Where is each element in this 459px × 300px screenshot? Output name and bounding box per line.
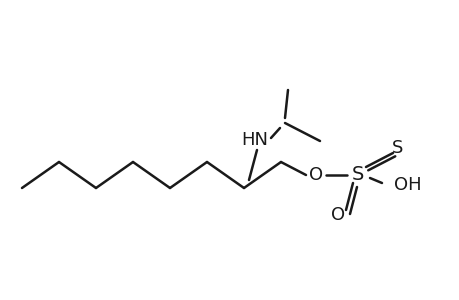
Text: HN: HN [241, 131, 268, 149]
Text: O: O [308, 166, 322, 184]
Text: S: S [351, 166, 364, 184]
Text: OH: OH [393, 176, 421, 194]
Text: S: S [392, 139, 403, 157]
Text: O: O [330, 206, 344, 224]
